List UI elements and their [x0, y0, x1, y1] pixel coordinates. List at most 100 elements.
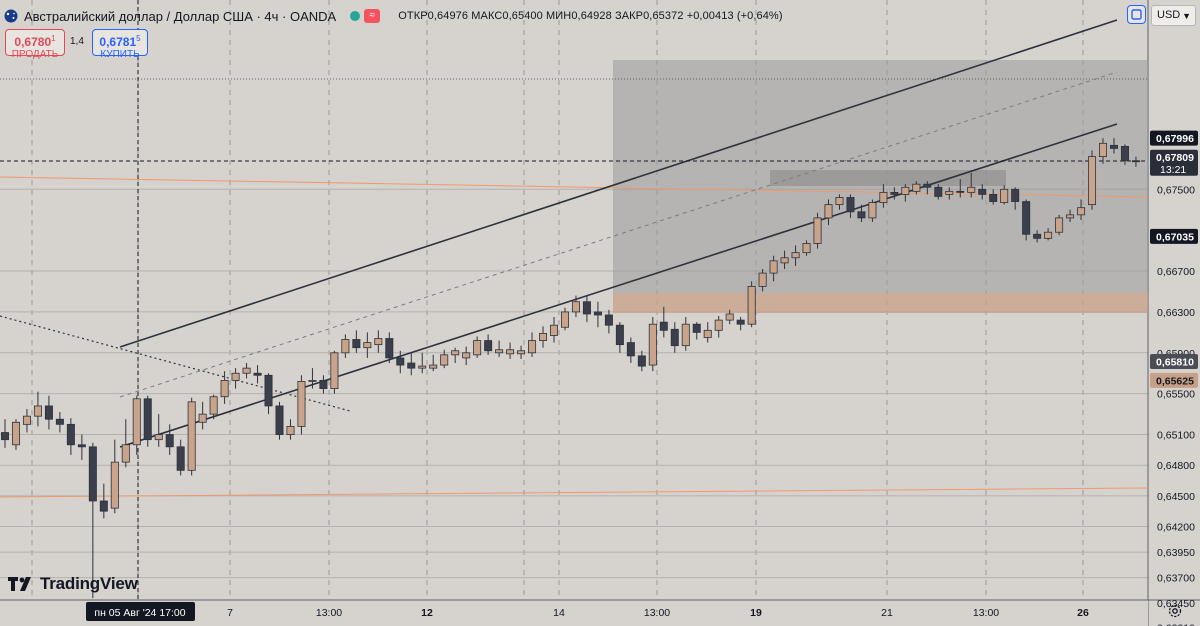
candle-body: [44, 405, 53, 420]
price-label: 0,67035: [1150, 228, 1198, 244]
price-label-bg: [1150, 372, 1198, 388]
candle-body: [857, 211, 866, 219]
candle-body: [165, 434, 174, 448]
candle-body: [528, 340, 537, 354]
candle-body: [429, 364, 438, 369]
chart-header: Австралийский доллар / Доллар США · 4ч ·…: [4, 6, 783, 26]
candle-body: [319, 379, 328, 389]
y-tick-label: 0,67500: [1157, 184, 1195, 196]
candle-body: [33, 405, 42, 417]
trendline-orange-lower: [0, 487, 1149, 498]
candle-body: [725, 313, 734, 321]
price-label-text: 0,67809: [1156, 152, 1194, 164]
price-label-text: 0,65625: [1156, 375, 1194, 387]
candle-body: [154, 434, 163, 441]
chevron-down-icon: ▼: [1182, 11, 1191, 21]
logo-text: TradingView: [40, 574, 138, 593]
price-label-bg: [1150, 354, 1198, 370]
x-tick-label: 14: [553, 607, 565, 619]
indicator-icon[interactable]: ≈: [364, 9, 381, 23]
candle-body: [374, 338, 383, 346]
candle-body: [890, 191, 899, 195]
candle-body: [956, 190, 965, 193]
sell-button[interactable]: 0,67801 ПРОДАТЬ: [5, 29, 65, 60]
candle-body: [264, 374, 273, 407]
candle-body: [187, 401, 196, 471]
y-tick-label: 0,63450: [1157, 598, 1195, 610]
candle-body: [967, 186, 976, 193]
y-tick-label: 0,63210: [1157, 623, 1195, 626]
candle-body: [791, 252, 800, 259]
gear-icon: [1168, 604, 1182, 618]
candle-body: [242, 367, 251, 374]
price-label-countdown: 13:21: [1160, 164, 1186, 176]
price-label-bg: [1150, 228, 1198, 244]
ohlc-values: ОТКР0,64976 МАКС0,65400 МИН0,64928 ЗАКР0…: [398, 10, 783, 22]
candle-body: [648, 323, 657, 366]
candle-body: [1077, 207, 1086, 216]
market-open-icon: [350, 11, 361, 21]
y-tick-label: 0,65500: [1157, 389, 1195, 401]
buy-label: КУПИТЬ: [100, 49, 140, 60]
support-zone: [613, 293, 1148, 313]
price-label: 0,65810: [1150, 354, 1198, 370]
candle-body: [1066, 214, 1075, 219]
candle-body: [780, 257, 789, 264]
candle-body: [626, 342, 635, 357]
candle-body: [55, 418, 64, 425]
y-tick-label: 0,65100: [1157, 430, 1195, 442]
candle-body: [1022, 201, 1031, 235]
candle-body: [110, 461, 119, 509]
candle-body: [1033, 233, 1042, 239]
candle-body: [440, 354, 449, 366]
x-tick-label: 26: [1077, 607, 1089, 619]
buy-button[interactable]: 0,67815 КУПИТЬ: [92, 29, 148, 60]
candle-body: [846, 197, 855, 213]
currency-select[interactable]: USD ▼: [1151, 5, 1196, 26]
crosshair-time-label: пн 05 Авг '24 17:00: [86, 602, 195, 621]
buy-price: 0,6781: [99, 35, 137, 49]
candle-body: [560, 311, 569, 328]
screenshot-button[interactable]: [1127, 5, 1146, 24]
candle-body: [703, 329, 712, 338]
candle-body: [220, 379, 229, 398]
candle-body: [275, 405, 284, 435]
tradingview-logo[interactable]: TradingView: [8, 574, 138, 594]
price-scale: [1148, 0, 1200, 626]
candle-body: [615, 324, 624, 346]
price-label: 0,67996: [1150, 130, 1198, 146]
candle-body: [604, 314, 613, 326]
candle-body: [209, 396, 218, 415]
tv-logo-icon: [8, 577, 31, 591]
candle-body: [901, 186, 910, 195]
candle-body: [1120, 145, 1129, 162]
settings-button[interactable]: [1167, 603, 1183, 619]
candle-body: [11, 421, 20, 446]
sell-price-pip: 1: [51, 34, 56, 43]
candle-body: [143, 398, 152, 441]
symbol-title[interactable]: Австралийский доллар / Доллар США · 4ч ·…: [24, 8, 337, 24]
candle-body: [1131, 160, 1140, 163]
price-label-text: 0,67996: [1156, 133, 1194, 145]
candle-body: [176, 446, 185, 471]
channel-bottom: [119, 123, 1118, 448]
x-tick-label: 13:00: [644, 607, 670, 619]
candle-body: [670, 328, 679, 347]
candle-body: [813, 217, 822, 244]
candle-body: [769, 260, 778, 274]
candle-body: [407, 362, 416, 369]
y-tick-label: 0,66300: [1157, 307, 1195, 319]
x-tick-label: 21: [881, 607, 893, 619]
candle-body: [758, 272, 767, 287]
trendline-dotted: [0, 315, 351, 412]
price-label: 0,65625: [1150, 372, 1198, 388]
crosshair-time-bg: [86, 602, 195, 621]
candle-body: [550, 324, 559, 336]
candle-body: [121, 444, 130, 463]
order-block: [770, 170, 1006, 186]
candle-body: [506, 349, 515, 355]
candle-body: [198, 413, 207, 423]
candle-body: [681, 323, 690, 347]
